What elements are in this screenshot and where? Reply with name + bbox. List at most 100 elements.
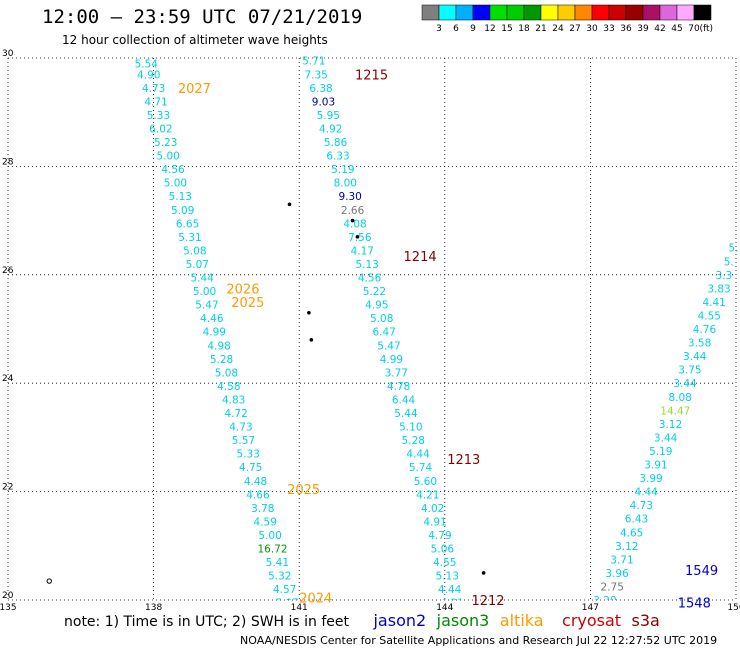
credit-line: NOAA/NESDIS Center for Satellite Applica…	[240, 634, 718, 647]
wave-height-value: 4.99	[380, 354, 403, 366]
wave-height-value: 5.41	[266, 557, 289, 569]
scale-label: 36	[620, 24, 632, 34]
wave-height-value: 4.58	[217, 381, 240, 393]
x-tick-label: 138	[145, 603, 162, 613]
wave-height-value: 7.56	[348, 232, 372, 244]
island-marker	[481, 571, 486, 575]
wave-height-value: 4.79	[428, 530, 451, 542]
wave-height-value: 3.44	[683, 351, 707, 363]
wave-height-value: 9.30	[338, 191, 361, 203]
wave-height-value: 5.10	[399, 422, 422, 434]
wave-height-value: 5.00	[193, 286, 216, 298]
wave-height-value: 3.58	[688, 338, 711, 350]
wave-height-value: 3.12	[659, 419, 682, 431]
scale-label: 21	[535, 24, 546, 34]
wave-height-value: 5.22	[363, 286, 386, 298]
wave-height-value: 8.08	[668, 392, 691, 404]
wave-height-value: 5.00	[156, 151, 179, 163]
wave-height-value: 4.59	[254, 516, 277, 528]
island-marker	[46, 578, 52, 584]
wave-height-value: 4.08	[343, 218, 366, 230]
pass-number-label: 1548	[678, 597, 711, 612]
wave-height-value: 5.07	[275, 598, 298, 610]
wave-height-value: 5.54	[135, 58, 159, 70]
wave-height-value: 4.98	[207, 340, 230, 352]
wave-height-value: 5.08	[183, 245, 206, 257]
y-tick-label: 26	[2, 266, 14, 276]
wave-height-value: 3.20	[593, 595, 616, 607]
wave-height-value: 5.33	[147, 110, 170, 122]
wave-height-value: 4.41	[702, 297, 725, 309]
wave-height-value: 5.31	[178, 232, 201, 244]
scale-label: 33	[603, 24, 614, 34]
wave-height-value: 4.65	[620, 527, 643, 539]
pass-number-label: 1214	[404, 250, 437, 265]
wave-height-value: 4.17	[351, 245, 374, 257]
wave-height-value: 2.66	[341, 205, 365, 217]
wave-height-value: 3.44	[673, 378, 697, 390]
wave-height-value: 5.13	[436, 571, 459, 583]
wave-height-value: 5.08	[215, 367, 238, 379]
wave-height-value: 5.07	[186, 259, 209, 271]
y-tick-label: 24	[2, 374, 14, 384]
wave-height-value: 2.75	[601, 581, 624, 593]
wave-height-value: 5.33	[237, 449, 260, 461]
wave-height-value: 5.95	[317, 110, 340, 122]
island-marker	[350, 218, 355, 223]
wave-height-value: 4.90	[137, 69, 160, 81]
legend-jason3: jason3	[436, 611, 490, 630]
wave-height-value: 5.86	[324, 137, 348, 149]
wave-height-value: 6.47	[372, 327, 395, 339]
wave-height-value: 3.77	[385, 367, 408, 379]
wave-height-value: 6.65	[176, 218, 199, 230]
scale-label: 6	[453, 24, 459, 34]
wave-height-value: 4.55	[698, 310, 721, 322]
pass-number-label: 2027	[178, 82, 211, 97]
wave-height-value: 5.47	[377, 340, 400, 352]
wave-height-value: 4.73	[229, 422, 252, 434]
wave-height-value: 4.44	[635, 487, 659, 499]
wave-height-value: 14.47	[660, 405, 690, 417]
scale-label: 24	[552, 24, 564, 34]
wave-height-value: 5.44	[394, 408, 418, 420]
wave-height-value: 5.57	[232, 435, 255, 447]
wave-height-value: 4.73	[142, 83, 165, 95]
footer-note: note: 1) Time is in UTC; 2) SWH is in fe…	[64, 614, 350, 630]
wave-height-value: 5.09	[171, 205, 194, 217]
wave-height-value: 3.83	[707, 283, 730, 295]
wave-height-value: 5.71	[302, 56, 325, 68]
pass-number-label: 1213	[447, 453, 480, 468]
wave-height-value: 5.13	[169, 191, 192, 203]
scale-label: 70	[688, 24, 700, 34]
wave-height-value: 4.95	[365, 300, 388, 312]
pass-number-label: 2025	[231, 296, 264, 311]
island-marker	[309, 338, 314, 342]
wave-height-value: 3.71	[610, 554, 633, 566]
scale-label: 18	[518, 24, 530, 34]
wave-height-value: 4.71	[144, 96, 167, 108]
scale-label: 42	[654, 24, 665, 34]
wave-height-value: 4.44	[438, 584, 462, 596]
wave-height-value: 9.03	[312, 96, 335, 108]
wave-height-value: 5.23	[154, 137, 177, 149]
wave-height-value: 5.47	[195, 300, 218, 312]
wave-height-value: 4.81	[440, 598, 463, 610]
wave-height-value: 4.44	[406, 449, 430, 461]
wave-height-value: 4.57	[273, 584, 296, 596]
wave-height-value: 6.43	[625, 514, 648, 526]
wave-height-value: 5.60	[414, 476, 437, 488]
wave-height-value: 5.06	[431, 544, 455, 556]
chart-subtitle: 12 hour collection of altimeter wave hei…	[62, 33, 328, 47]
x-tick-label: 141	[291, 603, 308, 613]
wave-height-value: 6.38	[309, 83, 332, 95]
wave-height-value: 5.	[729, 243, 739, 255]
scale-label: 45	[671, 24, 682, 34]
wave-height-value: 4.66	[246, 489, 270, 501]
wave-height-value: 5.19	[331, 164, 354, 176]
wave-height-value: 5.74	[409, 462, 433, 474]
scale-label: 27	[569, 24, 580, 34]
y-tick-label: 30	[2, 49, 14, 59]
wave-height-value: 6.02	[149, 123, 172, 135]
wave-height-value: 5.44	[190, 273, 214, 285]
wave-height-value: 6.44	[392, 394, 416, 406]
